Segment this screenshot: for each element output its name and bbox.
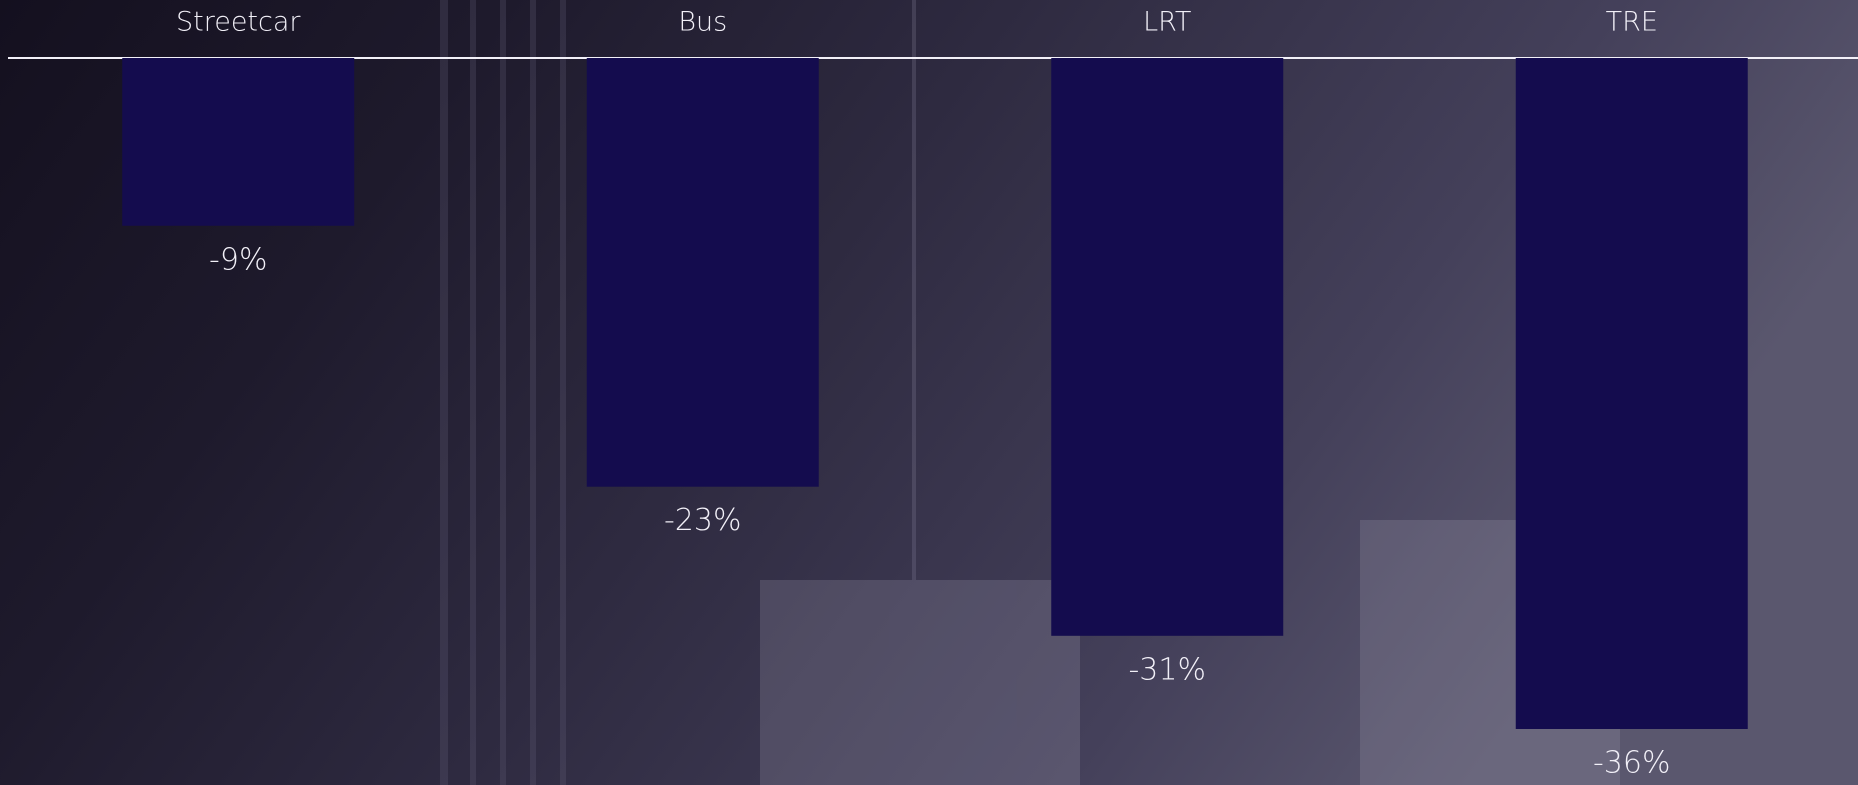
value-label: -9%: [209, 242, 267, 277]
value-label: -31%: [1128, 652, 1206, 687]
category-label: Streetcar: [176, 7, 301, 38]
bar: [586, 58, 819, 487]
value-label: -36%: [1593, 746, 1671, 781]
bar: [1515, 58, 1748, 729]
category-label: LRT: [1143, 7, 1191, 38]
category-label: TRE: [1606, 7, 1658, 38]
value-label: -23%: [664, 503, 742, 538]
category-label: Bus: [678, 7, 727, 38]
bar: [122, 58, 355, 226]
bar: [1051, 58, 1284, 636]
